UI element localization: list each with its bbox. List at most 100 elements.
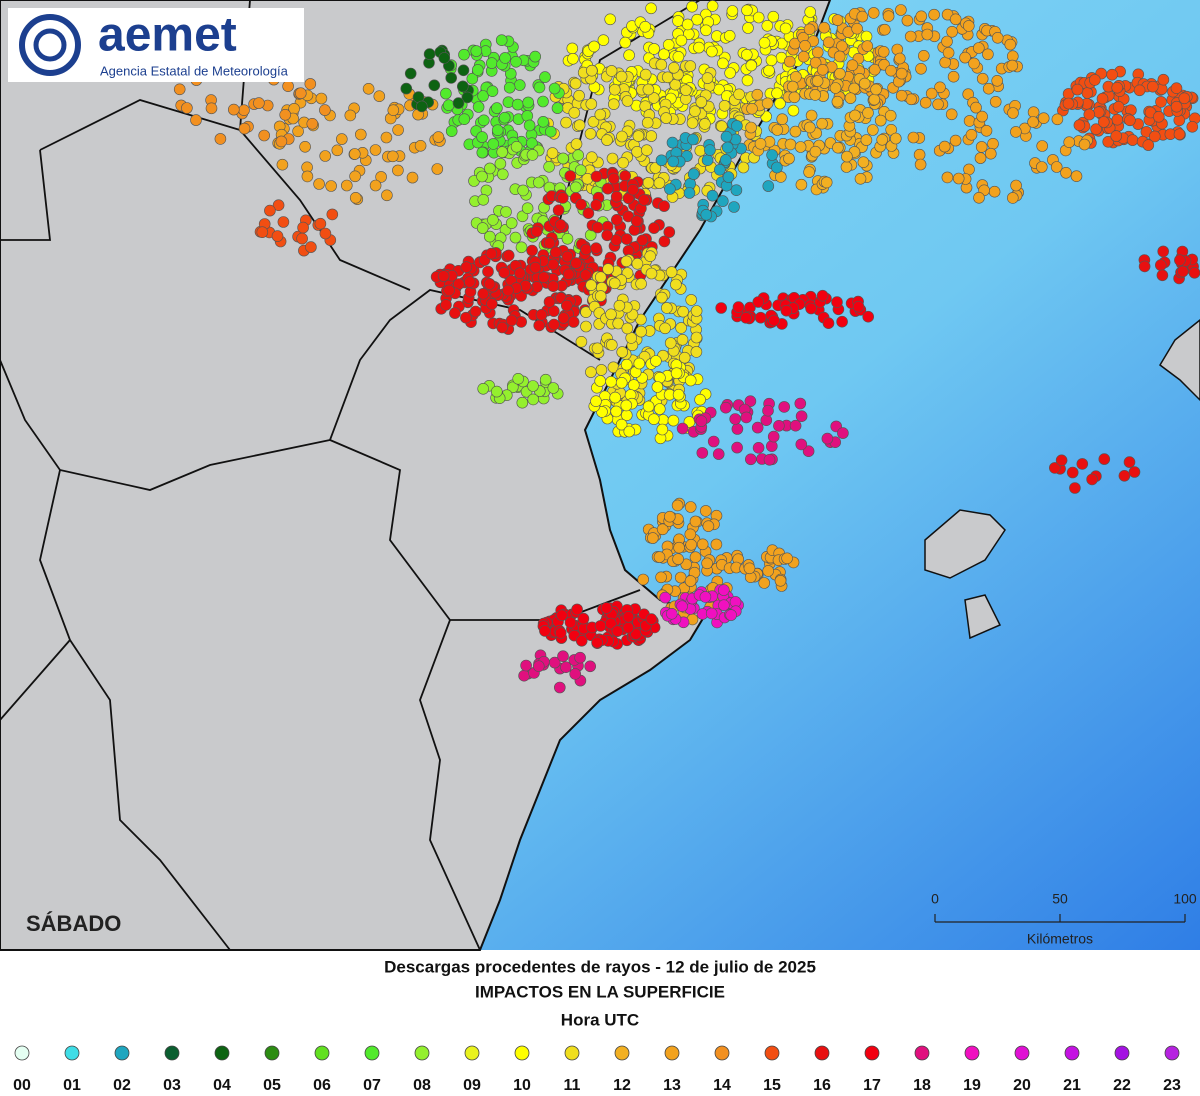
strike: [982, 82, 995, 95]
strike: [701, 557, 713, 570]
strike: [778, 401, 791, 413]
strike: [498, 266, 511, 279]
strike: [771, 161, 783, 174]
strike: [686, 117, 699, 129]
strike: [895, 4, 907, 16]
strike: [504, 67, 517, 80]
strike: [557, 152, 569, 165]
strike: [745, 59, 758, 72]
strike: [962, 20, 975, 32]
strike: [653, 403, 666, 415]
strike: [673, 541, 685, 554]
legend-swatch: [764, 1045, 780, 1061]
strike: [972, 42, 985, 54]
strike: [720, 130, 733, 143]
strike: [564, 616, 577, 629]
strike: [672, 388, 685, 401]
strike: [521, 202, 534, 214]
strike: [580, 320, 592, 333]
strike: [414, 140, 427, 152]
strike: [758, 36, 771, 49]
strike: [510, 55, 522, 68]
strike: [707, 435, 720, 448]
legend-label: 03: [163, 1077, 181, 1094]
strike: [515, 316, 528, 328]
strike: [723, 29, 736, 42]
strike: [305, 241, 317, 253]
strike: [867, 7, 880, 19]
strike: [754, 138, 767, 150]
strike: [794, 141, 807, 153]
strike: [620, 358, 633, 371]
strike: [491, 102, 503, 114]
strike: [600, 602, 613, 614]
strike: [1010, 126, 1022, 138]
strike: [660, 112, 672, 124]
strike: [1186, 121, 1199, 133]
strike: [941, 171, 954, 184]
strike: [741, 74, 754, 87]
legend-swatch: [64, 1045, 80, 1061]
strike: [460, 261, 473, 274]
strike: [548, 318, 560, 331]
legend-swatch: [114, 1045, 130, 1061]
strike: [640, 144, 653, 156]
strike: [788, 91, 801, 104]
strike: [484, 162, 496, 175]
strike: [851, 22, 863, 35]
strike: [457, 64, 470, 77]
strike: [878, 23, 891, 36]
strike: [487, 214, 499, 226]
legend-label: 23: [1163, 1077, 1181, 1094]
strike: [530, 225, 543, 238]
strike: [642, 177, 655, 189]
strike: [476, 146, 489, 159]
strike: [547, 258, 560, 271]
strike: [573, 119, 586, 131]
strike: [1153, 111, 1165, 123]
strike: [498, 111, 511, 124]
strike: [486, 298, 498, 310]
strike: [521, 110, 534, 122]
strike: [1155, 259, 1167, 271]
legend-swatch: [914, 1045, 930, 1061]
strike: [476, 131, 488, 143]
strike: [687, 168, 700, 180]
strike: [672, 553, 684, 565]
legend-title: Hora UTC: [561, 1010, 639, 1029]
strike: [543, 296, 556, 308]
strike: [544, 125, 557, 138]
strike: [751, 421, 764, 434]
strike: [518, 669, 530, 682]
strike: [1112, 101, 1125, 113]
strike: [282, 80, 294, 92]
strike: [941, 35, 953, 48]
strike: [526, 244, 538, 257]
strike: [315, 92, 328, 105]
strike: [991, 75, 1004, 87]
strike: [684, 501, 697, 513]
strike: [761, 19, 774, 32]
strike: [1126, 134, 1139, 146]
strike: [762, 180, 775, 192]
strike: [718, 599, 730, 612]
strike: [496, 321, 509, 334]
strike: [1147, 80, 1159, 93]
strike: [991, 31, 1004, 44]
strike: [551, 102, 564, 114]
strike: [689, 515, 702, 528]
strike: [567, 52, 579, 65]
strike: [710, 538, 723, 551]
strike: [949, 134, 962, 147]
strike: [706, 189, 719, 202]
strike: [681, 18, 694, 31]
strike: [325, 180, 337, 192]
ibiza: [924, 509, 1006, 640]
strike: [780, 304, 793, 317]
strike: [238, 122, 251, 135]
strike: [639, 68, 652, 81]
strike: [973, 192, 985, 204]
strike: [490, 385, 503, 398]
strike: [373, 90, 386, 102]
strike: [699, 591, 712, 603]
